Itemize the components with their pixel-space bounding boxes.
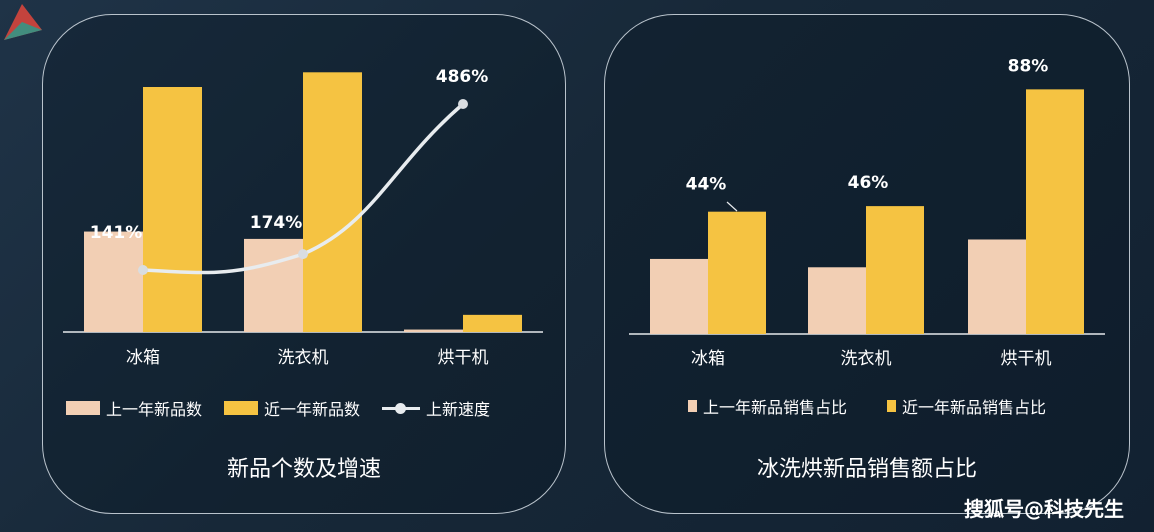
legend-swatch-recent-share — [887, 400, 897, 412]
bar-prev-2 — [404, 329, 463, 332]
legend-right: 上一年新品销售占比 近一年新品销售占比 — [688, 394, 1046, 418]
legend-swatch-recent — [224, 401, 259, 415]
x-tick-right-2: 烘干机 — [1001, 349, 1052, 369]
legend-label-prev-count: 上一年新品数 — [106, 400, 203, 419]
legend-label-recent-share: 近一年新品销售占比 — [902, 398, 1047, 417]
legend-label-speed: 上新速度 — [426, 400, 491, 419]
x-tick-right-1: 洗衣机 — [841, 349, 892, 369]
x-tick-right-0: 冰箱 — [691, 349, 725, 369]
watermark-text: 搜狐号@科技先生 — [964, 497, 1124, 521]
x-tick-left-0: 冰箱 — [126, 348, 160, 368]
legend-swatch-prev — [66, 401, 100, 415]
share-label-1: 46% — [848, 173, 889, 193]
share-bar-prev-0 — [650, 258, 708, 334]
chart-title-right: 冰洗烘新品销售额占比 — [756, 457, 977, 482]
legend-label-prev-share: 上一年新品销售占比 — [703, 398, 848, 417]
legend-left: 上一年新品数 近一年新品数 上新速度 — [66, 396, 490, 420]
bar-recent-0 — [143, 87, 202, 332]
growth-label-1: 174% — [250, 213, 303, 233]
growth-label-0: 141% — [90, 223, 143, 243]
share-bar-recent-0 — [708, 211, 766, 334]
bar-recent-1 — [303, 72, 362, 333]
growth-point-1 — [298, 249, 308, 260]
bar-prev-0 — [84, 231, 143, 332]
share-bar-prev-1 — [808, 267, 866, 334]
share-label-leader-0 — [726, 201, 738, 212]
x-tick-left-1: 洗衣机 — [278, 348, 329, 368]
bar-prev-1 — [244, 238, 303, 332]
legend-swatch-prev-share — [688, 400, 697, 412]
legend-swatch-line — [382, 401, 421, 415]
chart-title-left: 新品个数及增速 — [226, 457, 381, 482]
legend-label-recent-count: 近一年新品数 — [264, 400, 361, 419]
share-bar-prev-2 — [968, 239, 1026, 334]
x-tick-left-2: 烘干机 — [438, 348, 489, 368]
growth-point-0 — [138, 265, 148, 275]
growth-point-2 — [458, 99, 468, 109]
share-label-2: 88% — [1008, 56, 1049, 76]
share-bar-recent-2 — [1026, 89, 1084, 334]
share-label-0: 44% — [686, 175, 727, 195]
bar-recent-2 — [463, 314, 522, 332]
growth-label-2: 486% — [436, 67, 489, 87]
share-bar-recent-1 — [866, 206, 924, 334]
sohu-logo-icon — [4, 4, 42, 40]
growth-line — [141, 102, 465, 275]
